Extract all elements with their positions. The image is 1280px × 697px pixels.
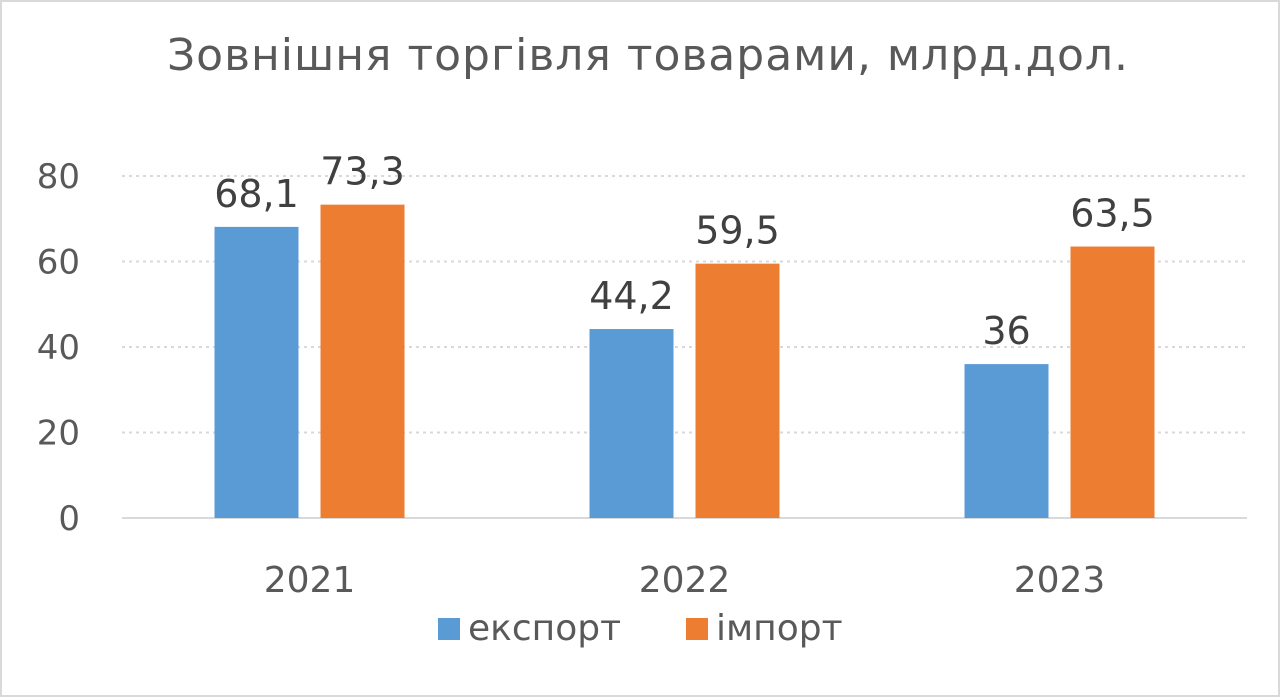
y-tick-label: 80: [37, 157, 80, 197]
y-tick-label: 0: [58, 499, 80, 539]
bar-імпорт-2022: [695, 263, 780, 518]
x-tick-label: 2022: [639, 560, 731, 601]
data-label: 63,5: [1070, 192, 1155, 236]
legend-label: імпорт: [716, 608, 843, 649]
x-tick-label: 2021: [264, 560, 356, 601]
legend: експорт імпорт: [438, 608, 843, 649]
bar-імпорт-2023: [1070, 246, 1155, 518]
data-label: 44,2: [589, 274, 674, 318]
legend-swatch: [686, 618, 708, 640]
legend-swatch: [438, 618, 460, 640]
bar-експорт-2022: [589, 329, 674, 518]
bars: [214, 204, 1155, 518]
bar-експорт-2021: [214, 226, 299, 518]
x-axis-ticks: 2021 2022 2023: [264, 560, 1106, 601]
x-tick-label: 2023: [1014, 560, 1106, 601]
legend-label: експорт: [468, 608, 621, 649]
bar-експорт-2023: [964, 364, 1049, 518]
y-axis-ticks: 0 20 40 60 80: [37, 157, 80, 539]
data-label: 73,3: [320, 150, 405, 194]
data-label: 36: [982, 309, 1030, 353]
data-label: 59,5: [695, 209, 780, 253]
bar-імпорт-2021: [320, 204, 405, 518]
gridlines: [122, 175, 1247, 519]
y-tick-label: 40: [37, 328, 80, 368]
data-label: 68,1: [214, 172, 299, 216]
y-tick-label: 20: [37, 414, 80, 454]
data-labels: 68,1 73,3 44,2 59,5 36 63,5: [214, 150, 1155, 353]
y-tick-label: 60: [37, 243, 80, 283]
chart-title: Зовнішня торгівля товарами, млрд.дол.: [167, 30, 1129, 81]
